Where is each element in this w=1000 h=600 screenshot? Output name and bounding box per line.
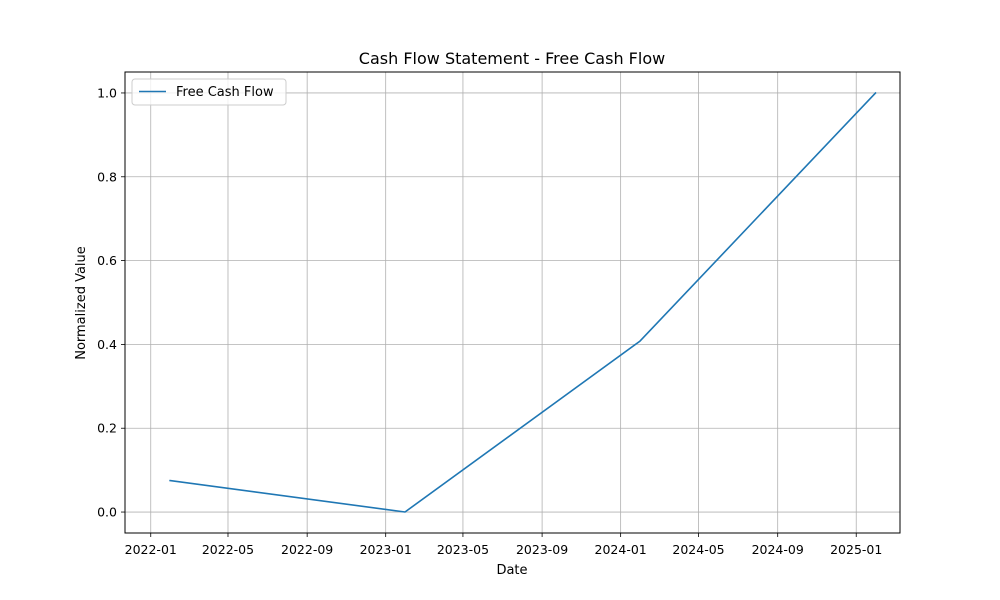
x-tick-label: 2022-05 bbox=[202, 542, 254, 557]
series-line-free-cash-flow bbox=[169, 91, 877, 513]
y-tick-label: 0.6 bbox=[97, 253, 117, 268]
x-axis-label: Date bbox=[496, 563, 527, 578]
x-tick-label: 2022-09 bbox=[281, 542, 333, 557]
x-tick-label: 2023-09 bbox=[516, 542, 568, 557]
x-tick-label: 2023-05 bbox=[437, 542, 489, 557]
y-tick-label: 0.4 bbox=[97, 337, 117, 352]
chart-title: Cash Flow Statement - Free Cash Flow bbox=[359, 49, 665, 68]
x-tick-label: 2025-01 bbox=[830, 542, 882, 557]
y-tick-label: 0.8 bbox=[97, 169, 117, 184]
x-tick-label: 2024-09 bbox=[752, 542, 804, 557]
x-axis: 2022-01 2022-05 2022-09 2023-01 2023-05 2023-… bbox=[125, 533, 882, 557]
y-tick-label: 0.0 bbox=[97, 505, 117, 520]
x-tick-label: 2023-01 bbox=[360, 542, 412, 557]
x-tick-label: 2022-01 bbox=[125, 542, 177, 557]
y-tick-label: 0.2 bbox=[97, 421, 117, 436]
legend-label: Free Cash Flow bbox=[176, 85, 274, 100]
y-axis-label: Normalized Value bbox=[74, 246, 89, 360]
plot-frame bbox=[124, 71, 901, 534]
y-tick-label: 1.0 bbox=[97, 85, 117, 100]
x-tick-label: 2024-01 bbox=[595, 542, 647, 557]
series-layer bbox=[169, 91, 877, 513]
legend-box bbox=[131, 78, 287, 106]
legend: Free Cash Flow bbox=[131, 78, 287, 106]
y-axis: 0.0 0.2 0.4 0.6 0.8 1.0 bbox=[97, 85, 125, 520]
x-tick-label: 2024-05 bbox=[672, 542, 724, 557]
